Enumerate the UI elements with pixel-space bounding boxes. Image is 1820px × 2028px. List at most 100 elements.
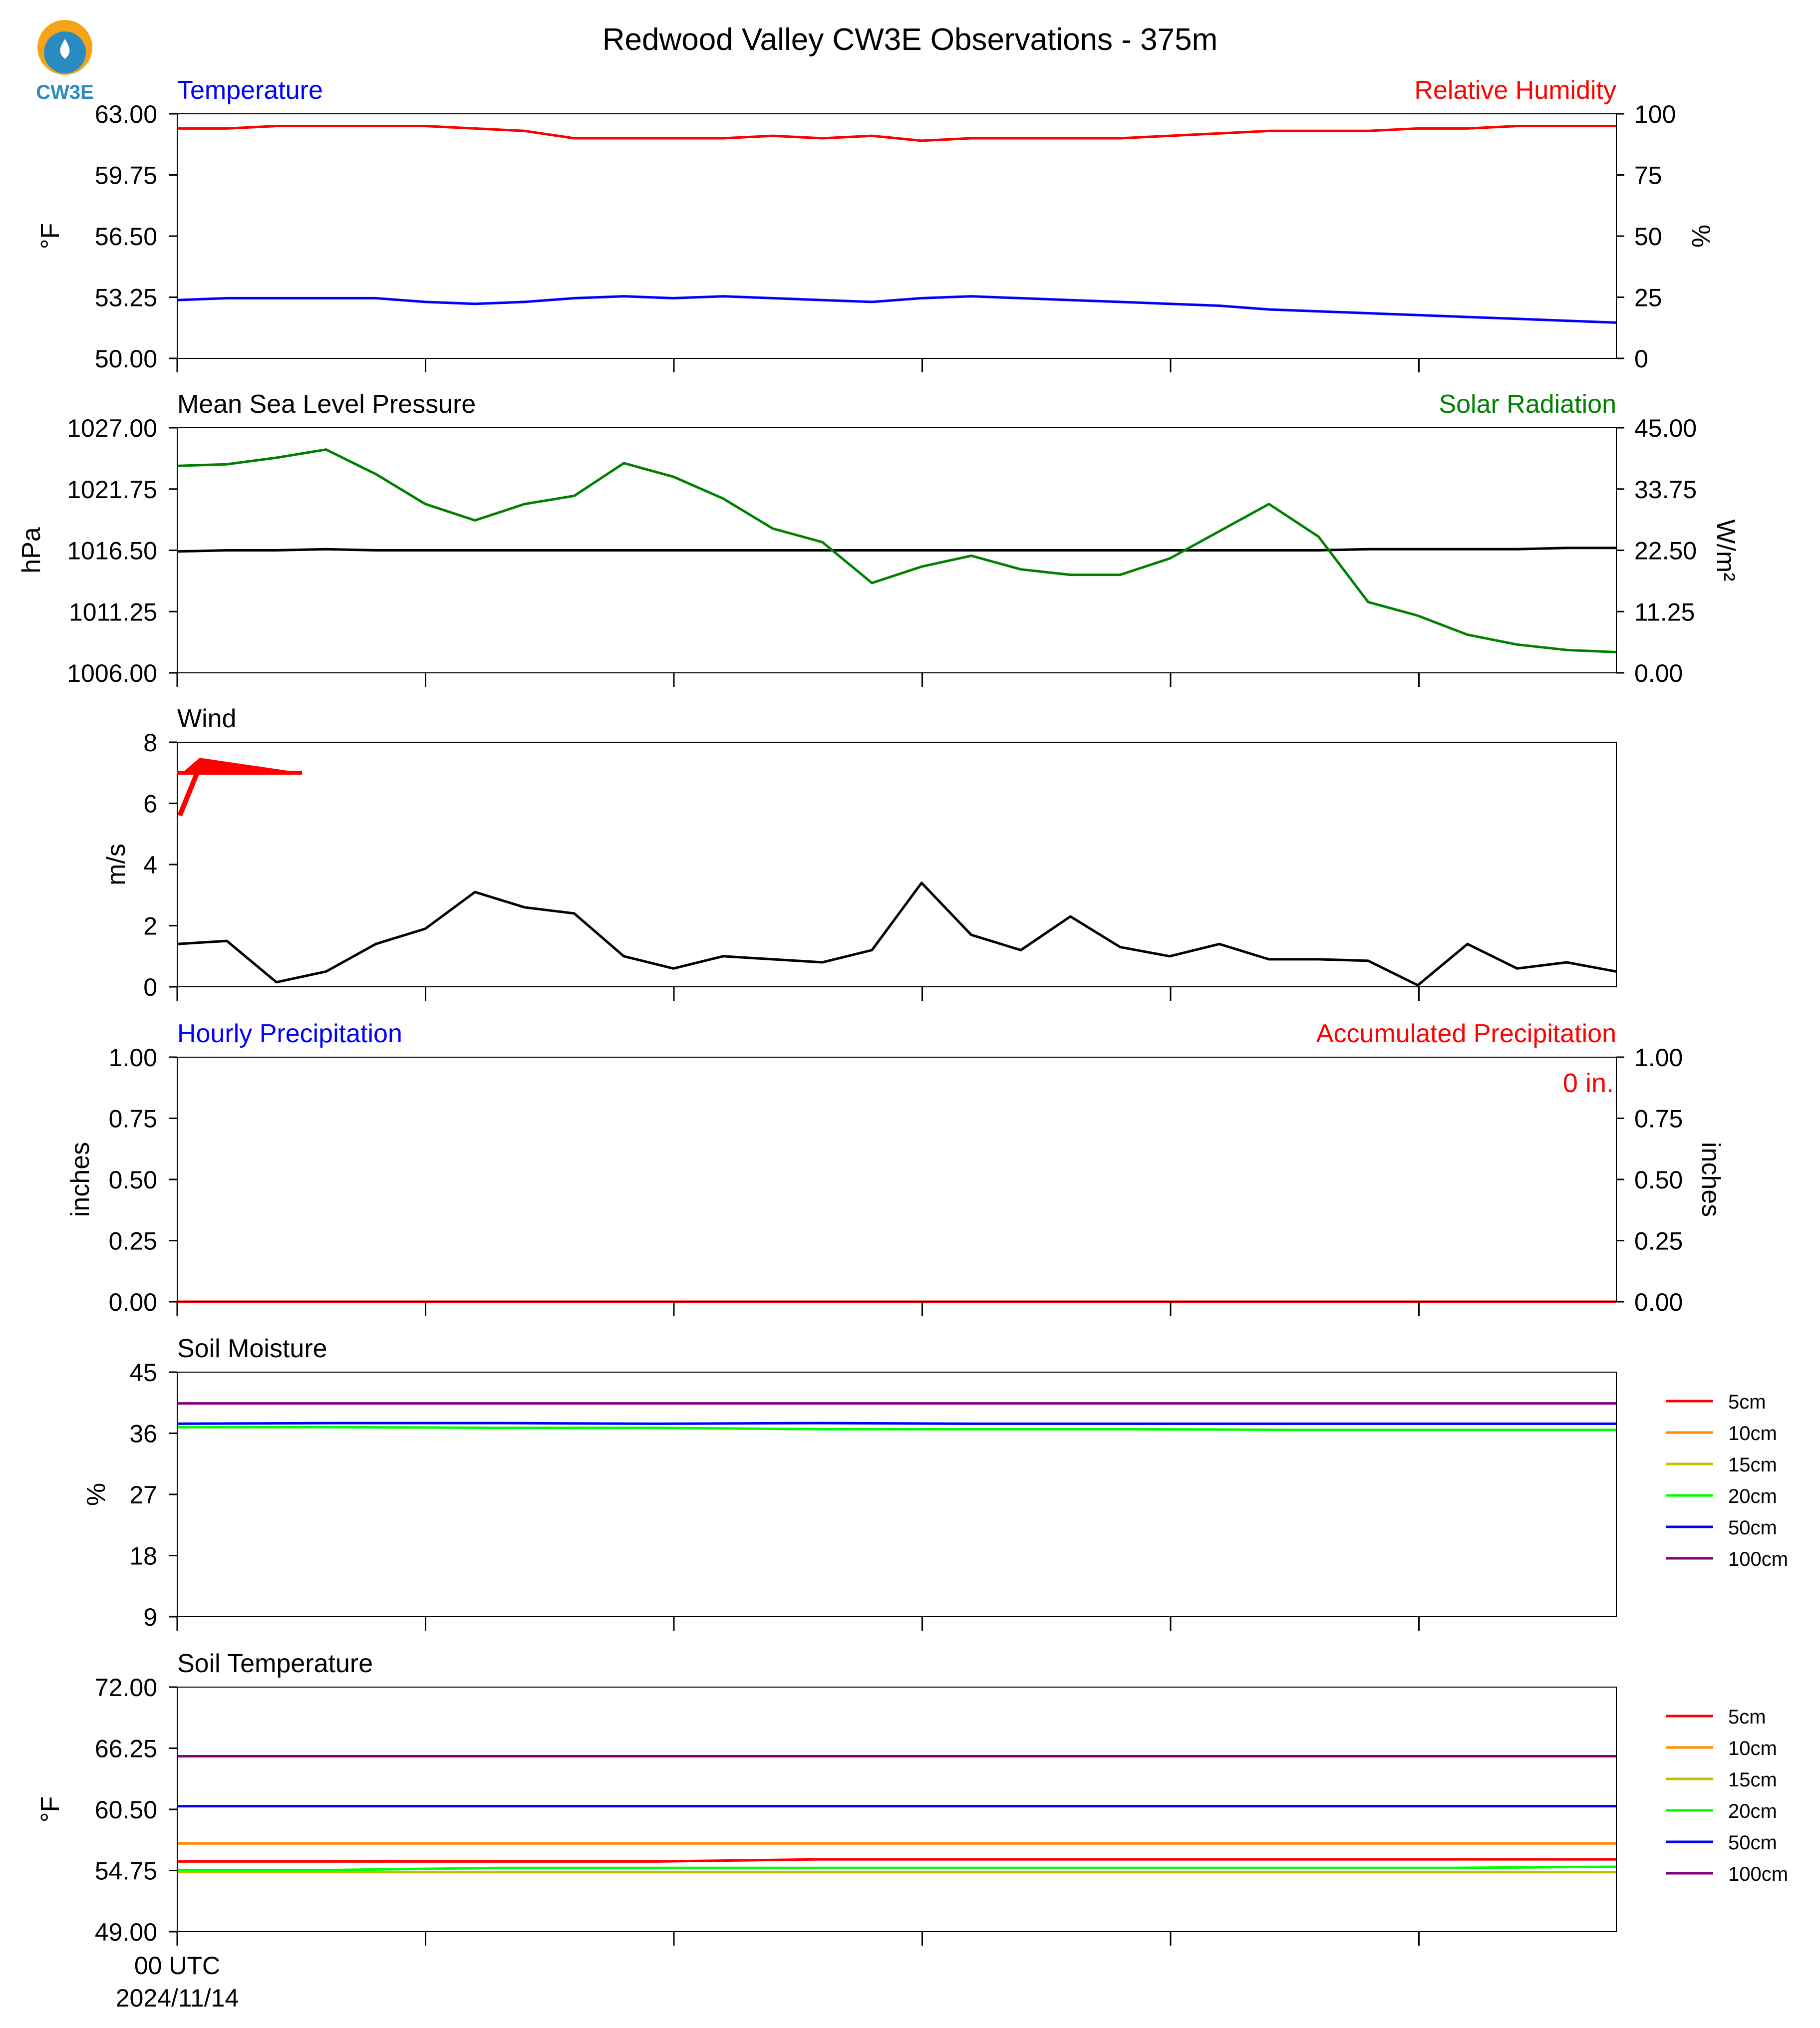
y-tick-label-right: 33.75: [1634, 476, 1697, 504]
y-tick-label-right: 11.25: [1634, 598, 1695, 626]
y-tick-label-left: 66.25: [95, 1735, 157, 1763]
y-tick-label-left: 54.75: [95, 1857, 157, 1885]
figure-title: Redwood Valley CW3E Observations - 375m: [603, 22, 1218, 57]
series-line-wind: [177, 881, 1617, 987]
y-axis-label-left: inches: [66, 1142, 95, 1217]
y-tick-label-left: 72.00: [95, 1674, 157, 1702]
y-tick-label-right: 0.00: [1634, 659, 1683, 687]
y-tick-label-left: 1027.00: [67, 414, 157, 442]
y-tick-label-left: 0.50: [109, 1166, 157, 1194]
y-axis-label-left: m/s: [102, 844, 131, 885]
y-tick-label-left: 36: [129, 1420, 157, 1448]
wind-barb-stem-icon: [177, 772, 200, 817]
y-tick-label-right: 25: [1634, 284, 1662, 312]
y-tick-label-left: 1.00: [109, 1044, 157, 1072]
y-axis-label-left: °F: [36, 223, 65, 250]
y-tick-label-left: 0.75: [109, 1105, 157, 1133]
legend-label-50cm: 50cm: [1728, 1517, 1777, 1539]
panel-3: 1.00 0.75 0.50 0.25 0.00 1.00 0.75 0.50 0.25 0.00…: [66, 1019, 1725, 1316]
y-tick-label-right: 0.25: [1634, 1227, 1683, 1255]
y-tick-label-left: 0: [143, 973, 157, 1001]
series-line-20cm: [177, 1426, 1616, 1432]
logo-text: CW3E: [36, 81, 94, 103]
legend-label-5cm: 5cm: [1728, 1391, 1766, 1413]
y-tick-label-right: 0.50: [1634, 1166, 1683, 1194]
panel-title-left: Mean Sea Level Pressure: [177, 390, 476, 419]
y-tick-label-left: 6: [143, 790, 157, 818]
y-tick-label-left: 0.25: [109, 1227, 157, 1255]
x-tick-label-date: 2024/11/14: [116, 1984, 239, 2012]
y-tick-label-right: 0: [1634, 345, 1648, 373]
panel-title-right: Solar Radiation: [1439, 390, 1616, 419]
y-tick-label-right: 45.00: [1634, 414, 1697, 442]
panel-title-right: Accumulated Precipitation: [1316, 1019, 1616, 1048]
y-tick-label-right: 0.00: [1634, 1288, 1683, 1316]
y-tick-label-right: 50: [1634, 223, 1662, 251]
y-tick-label-left: 63.00: [95, 100, 157, 128]
y-tick-label-left: 1011.25: [69, 598, 157, 626]
y-tick-label-left: 18: [129, 1542, 157, 1570]
series-line-relative-humidity: [177, 125, 1616, 142]
panel-title-left: Wind: [177, 704, 236, 733]
y-tick-label-right: 1.00: [1634, 1044, 1683, 1072]
panel-title-left: Hourly Precipitation: [177, 1019, 402, 1048]
y-axis-label-left: °F: [36, 1796, 65, 1823]
legend-label-50cm: 50cm: [1728, 1832, 1777, 1854]
y-tick-label-right: 75: [1634, 162, 1662, 190]
legend-label-15cm: 15cm: [1728, 1769, 1777, 1791]
series-line-temperature: [177, 295, 1617, 324]
panel-title-left: Soil Temperature: [177, 1649, 373, 1678]
logo-drop-icon: [60, 39, 70, 59]
panel-title-left: Soil Moisture: [177, 1334, 327, 1363]
panel-title-right: Relative Humidity: [1414, 76, 1616, 105]
y-axis-label-right: inches: [1696, 1142, 1725, 1217]
wind-barb-flag-icon: [182, 758, 302, 773]
y-tick-label-left: 1021.75: [67, 476, 157, 504]
y-tick-label-left: 1016.50: [67, 537, 157, 565]
y-axis-label-right: %: [1686, 225, 1715, 248]
panel-0: 63.00 59.75 56.50 53.25 50.00 100 75 50 25 0 Tempe…: [36, 76, 1715, 373]
legend-label-5cm: 5cm: [1728, 1706, 1766, 1728]
y-axis-label-left: hPa: [17, 527, 46, 574]
panel-5: 72.00 66.25 60.50 54.75 49.00 Soil Temperatur…: [36, 1649, 1788, 1946]
legend-label-20cm: 20cm: [1728, 1800, 1777, 1822]
series-line-mean-sea-level-pressure: [177, 547, 1616, 553]
y-tick-label-left: 60.50: [95, 1796, 157, 1824]
legend-label-100cm: 100cm: [1728, 1548, 1788, 1570]
y-tick-label-left: 1006.00: [67, 659, 157, 687]
y-tick-label-left: 4: [143, 851, 157, 879]
legend-label-10cm: 10cm: [1728, 1738, 1777, 1759]
cw3e-logo: CW3E: [36, 20, 94, 103]
y-tick-label-left: 45: [129, 1359, 157, 1387]
y-tick-label-left: 9: [143, 1603, 157, 1631]
legend-label-20cm: 20cm: [1728, 1485, 1777, 1507]
y-tick-label-left: 8: [143, 729, 157, 757]
panel-1: 1027.00 1021.75 1016.50 1011.25 1006.00 45.00…: [17, 390, 1740, 687]
panel-title-left: Temperature: [177, 76, 323, 105]
panel-4: 45 36 27 18 9 Soil Moisture% 5cm 10cm 15cm 20cm 50…: [82, 1334, 1788, 1631]
y-axis-label-right: W/m²: [1711, 519, 1740, 581]
legend-label-15cm: 15cm: [1728, 1454, 1777, 1476]
y-tick-label-left: 59.75: [95, 162, 157, 190]
y-tick-label-right: 100: [1634, 100, 1676, 128]
y-tick-label-left: 56.50: [95, 223, 157, 251]
panel-2: 8 6 4 2 0 Wind m/s: [102, 704, 1617, 1001]
series-line-5cm: [177, 1858, 1616, 1863]
y-tick-label-left: 2: [143, 912, 157, 940]
y-tick-label-right: 0.75: [1634, 1105, 1683, 1133]
legend-label-10cm: 10cm: [1728, 1423, 1777, 1445]
x-tick-label-time: 00 UTC: [134, 1952, 220, 1980]
y-tick-label-left: 49.00: [95, 1918, 157, 1946]
y-tick-label-left: 50.00: [95, 345, 157, 373]
y-axis-label-left: %: [82, 1483, 111, 1506]
series-line-20cm: [177, 1865, 1617, 1871]
y-tick-label-right: 22.50: [1634, 537, 1697, 565]
series-line-50cm: [177, 1422, 1616, 1425]
legend-label-100cm: 100cm: [1728, 1863, 1788, 1885]
accumulated-total-label: 0 in.: [1563, 1068, 1614, 1098]
y-tick-label-left: 53.25: [95, 284, 157, 312]
y-tick-label-left: 0.00: [109, 1288, 157, 1316]
y-tick-label-left: 27: [129, 1481, 157, 1509]
